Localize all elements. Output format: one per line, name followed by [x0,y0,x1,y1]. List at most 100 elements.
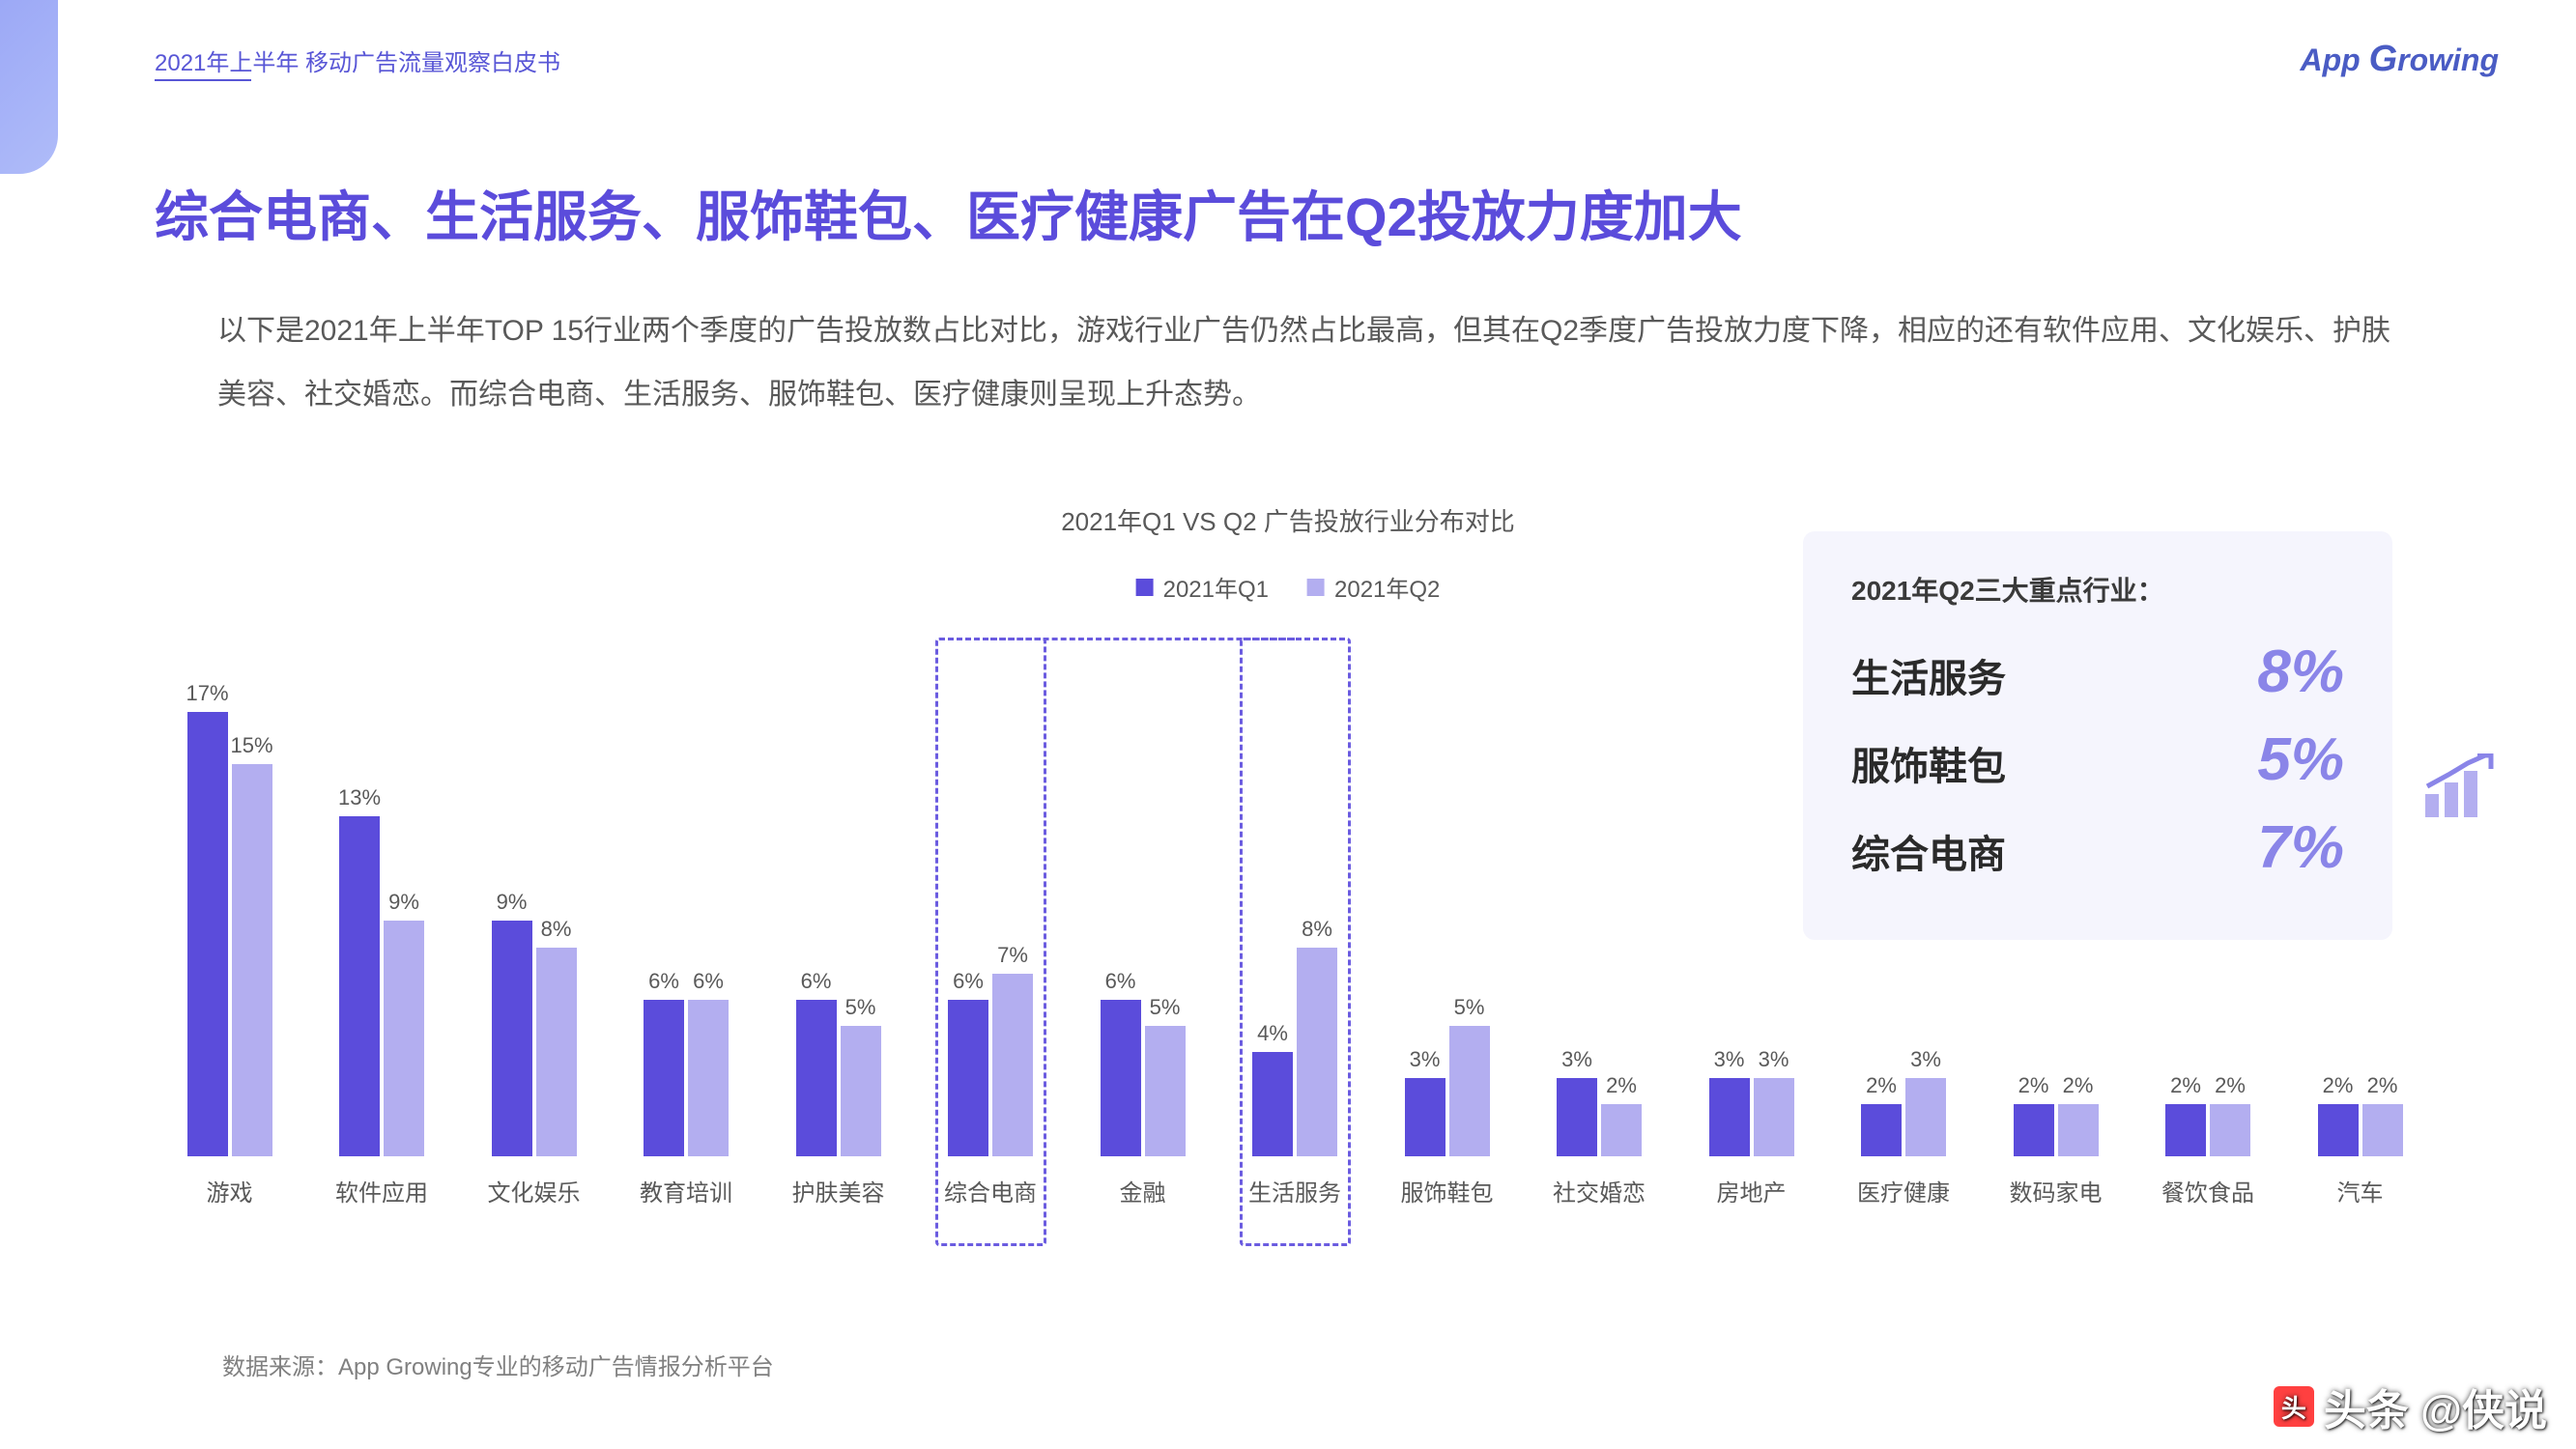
bar-q2: 2% [2210,1104,2250,1156]
legend-swatch-q1 [1136,579,1154,596]
bar-label-q1: 6% [648,969,679,994]
bar-q2: 5% [1145,1026,1186,1156]
callout-name: 生活服务 [1851,647,2006,703]
bar-label-q1: 17% [186,681,228,706]
bar-q1: 6% [644,1000,684,1156]
bar-q2: 5% [841,1026,881,1156]
bar-label-q2: 9% [388,890,419,915]
bar-q1: 6% [948,1000,988,1156]
callout-row: 服饰鞋包 5% [1851,725,2344,794]
category-label: 数码家电 [2010,1174,2103,1208]
bar-label-q2: 2% [2063,1073,2094,1098]
category-label: 生活服务 [1248,1174,1341,1208]
bar-pair: 4% 8% [1252,712,1337,1156]
bar-q2: 9% [384,921,424,1156]
bar-q2: 8% [536,948,577,1156]
callout-pct: 5% [2257,725,2344,794]
bar-q1: 2% [2318,1104,2359,1156]
category-label: 服饰鞋包 [1401,1174,1494,1208]
bar-pair: 3%3% [1709,712,1794,1156]
bar-group: 9% 8% 文化娱乐 [459,712,609,1208]
category-label: 社交婚恋 [1553,1174,1646,1208]
legend-label-q1: 2021年Q1 [1163,570,1269,604]
chart-title: 2021年Q1 VS Q2 广告投放行业分布对比 [1061,502,1515,538]
bar-q2: 3% [1754,1078,1794,1156]
bar-q1: 6% [1101,1000,1141,1156]
bar-label-q2: 5% [845,995,876,1020]
breadcrumb-underline [155,79,251,81]
bar-label-q2: 5% [1454,995,1485,1020]
bar-label-q1: 6% [1105,969,1136,994]
bar-label-q1: 3% [1714,1047,1745,1072]
trend-up-icon [2421,753,2499,821]
bar-label-q1: 2% [2018,1073,2049,1098]
watermark-icon: 头 [2274,1386,2314,1427]
bar-q1: 2% [2014,1104,2054,1156]
bar-group: 3%2%社交婚恋 [1525,712,1674,1208]
bar-label-q2: 8% [1302,917,1332,942]
callout-name: 综合电商 [1851,823,2006,879]
bar-q1: 13% [339,816,380,1156]
bar-label-q2: 6% [693,969,724,994]
bar-q2: 15% [232,764,272,1156]
bar-pair: 9% 8% [492,712,577,1156]
bar-pair: 6%7% [948,712,1033,1156]
bar-group: 13%9%软件应用 [307,712,457,1208]
category-label: 餐饮食品 [2161,1174,2254,1208]
bar-group: 6%5%金融 [1068,712,1217,1208]
page-title: 综合电商、生活服务、服饰鞋包、医疗健康广告在Q2投放力度加大 [155,174,1742,252]
bar-q1: 6% [796,1000,837,1156]
bar-group: 17%15% 游戏 [155,712,304,1208]
corner-accent [0,0,58,174]
bar-label-q2: 3% [1759,1047,1789,1072]
callout-row: 生活服务 8% [1851,638,2344,706]
bar-label-q2: 2% [2367,1073,2398,1098]
bar-pair: 17%15% [187,712,272,1156]
bar-label-q2: 8% [541,917,572,942]
legend-label-q2: 2021年Q2 [1334,570,1440,604]
callout-panel: 2021年Q2三大重点行业： 生活服务 8% 服饰鞋包 5% 综合电商 7% [1803,531,2392,940]
category-label: 医疗健康 [1857,1174,1950,1208]
category-label: 教育培训 [640,1174,732,1208]
bar-group: 6% 6% 教育培训 [612,712,761,1208]
bar-q1: 17% [187,712,228,1156]
source-note: 数据来源：App Growing专业的移动广告情报分析平台 [222,1348,774,1381]
bar-q2: 5% [1449,1026,1490,1156]
bar-group: 4% 8% 生活服务 [1220,712,1370,1208]
bar-q1: 4% [1252,1052,1293,1156]
watermark-text: 头条 @侠说 [2324,1376,2547,1437]
bar-label-q1: 2% [1866,1073,1897,1098]
bar-label-q2: 2% [2215,1073,2246,1098]
logo-text-b-rest: rowing [2397,43,2499,77]
chart-legend: 2021年Q1 2021年Q2 [1136,570,1441,604]
bar-label-q1: 3% [1410,1047,1441,1072]
description: 以下是2021年上半年TOP 15行业两个季度的广告投放数占比对比，游戏行业广告… [217,299,2402,427]
bar-label-q2: 15% [230,733,272,758]
category-label: 文化娱乐 [488,1174,581,1208]
bar-q2: 2% [2058,1104,2099,1156]
callout-name: 服饰鞋包 [1851,735,2006,791]
category-label: 游戏 [207,1174,253,1208]
logo-text-b: G [2369,39,2398,79]
bar-pair: 13%9% [339,712,424,1156]
bar-label-q1: 13% [338,785,381,810]
logo: App Growing [2300,39,2499,80]
category-label: 护肤美容 [792,1174,885,1208]
connector-line [990,638,1295,640]
bar-q1: 3% [1709,1078,1750,1156]
bar-label-q1: 2% [2323,1073,2354,1098]
bar-label-q1: 2% [2170,1073,2201,1098]
callout-title: 2021年Q2三大重点行业： [1851,570,2344,609]
bar-q2: 2% [2362,1104,2403,1156]
legend-item-q2: 2021年Q2 [1307,570,1440,604]
callout-pct: 7% [2257,813,2344,882]
legend-swatch-q2 [1307,579,1325,596]
bar-q1: 2% [2165,1104,2206,1156]
bar-label-q1: 9% [497,890,528,915]
bar-group: 3% 5% 服饰鞋包 [1372,712,1522,1208]
bar-label-q1: 4% [1257,1021,1288,1046]
category-label: 汽车 [2337,1174,2384,1208]
bar-q2: 2% [1601,1104,1642,1156]
breadcrumb: 2021年上半年 移动广告流量观察白皮书 [155,43,560,77]
callout-pct: 8% [2257,638,2344,706]
